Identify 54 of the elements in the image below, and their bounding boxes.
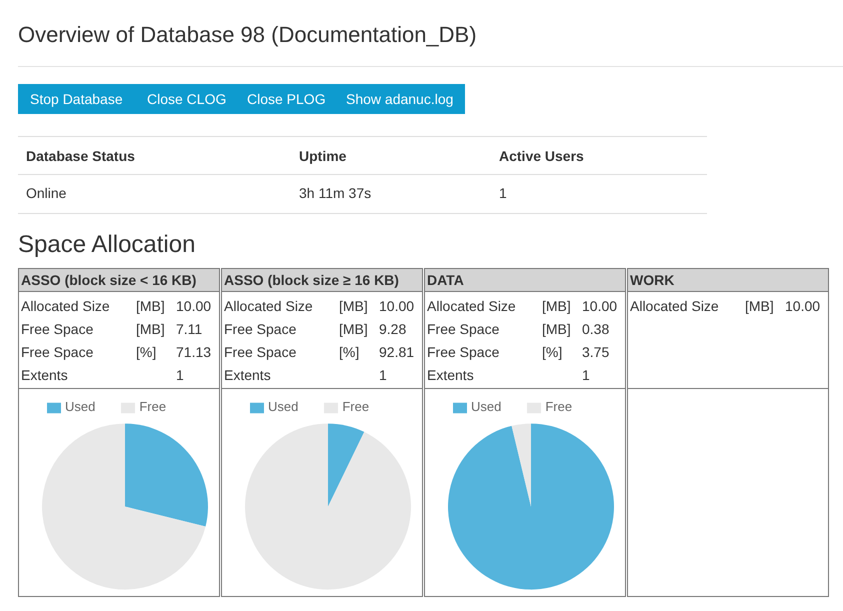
text: Show adanuc.log (334, 84, 466, 114)
text: Free Space (224, 344, 296, 360)
text: 1 (582, 367, 590, 383)
text: Free Space (427, 321, 500, 337)
legend-label: Free (139, 399, 166, 414)
legend-label: Used (268, 399, 298, 414)
pie-slice (245, 424, 411, 590)
text: Close PLOG (235, 84, 338, 114)
chart-title: DATA (427, 272, 464, 288)
text: [%] 3.75 (542, 344, 610, 360)
text: 1 (379, 367, 387, 383)
text: [MB] 10.00 (745, 298, 820, 314)
text: WORK (630, 272, 674, 288)
text: Allocated Size (21, 298, 110, 314)
text: [MB] 7.11 (136, 321, 202, 337)
text: Overview of Database 98 (Documentation_DB) (18, 22, 477, 48)
chart-title: ASSO (block size < 16 KB) (21, 272, 196, 288)
chart-title: ASSO (block size ≥ 16 KB) (224, 272, 399, 288)
category-label: Active Users (499, 148, 584, 164)
text: 1 (176, 367, 184, 383)
text: Allocated Size (427, 298, 516, 314)
text: [%] 92.81 (339, 344, 414, 360)
text: Extents (427, 367, 474, 383)
text: Free Space (427, 344, 500, 360)
text: Allocated Size (224, 298, 313, 314)
text: Allocated Size (630, 298, 719, 314)
text: [MB] 10.00 (136, 298, 212, 314)
text: [MB] 9.28 (339, 321, 406, 337)
pie-slice (448, 424, 614, 590)
legend-label: Used (470, 399, 502, 414)
text: [%] 71.13 (136, 344, 212, 360)
legend-label: Used (64, 399, 96, 414)
legend-label: Free (545, 399, 572, 414)
pie-slice (328, 424, 364, 507)
text: [MB] 10.00 (542, 298, 618, 314)
text: Free Space (224, 321, 296, 337)
pie-slice (125, 424, 208, 527)
text: Free Space (21, 344, 94, 360)
text: Extents (224, 367, 271, 383)
category-label: Uptime (299, 148, 346, 164)
pie-slice (42, 424, 206, 590)
pie-slice (512, 424, 531, 507)
text: Space Allocation (18, 231, 196, 259)
text: Close CLOG (135, 84, 238, 114)
text: 1 (499, 185, 507, 201)
text: [MB] 0.38 (542, 321, 610, 337)
text: 3h 11m 37s (299, 185, 372, 201)
text: Stop Database (18, 84, 135, 114)
text: Extents (21, 367, 68, 383)
category-label: Database Status (26, 148, 135, 164)
legend-label: Free (342, 399, 370, 414)
text: [MB] 10.00 (339, 298, 414, 314)
text: Free Space (21, 321, 94, 337)
text: Online (26, 185, 66, 201)
